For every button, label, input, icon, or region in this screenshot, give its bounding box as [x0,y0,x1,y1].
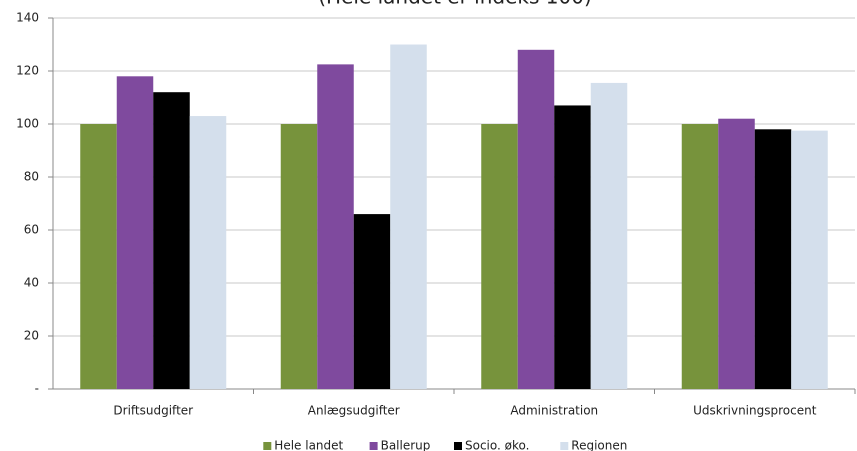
legend-swatch [263,442,272,450]
bar [189,116,227,390]
y-tick-label: 140 [16,11,39,25]
bar [718,118,755,389]
legend-label: Hele landet [274,439,343,451]
y-tick-label: - [35,382,39,396]
x-tick-label: Driftsudgifter [113,404,193,418]
bar [481,124,518,389]
y-tick-label: 60 [24,223,39,237]
legend-swatch [369,442,378,450]
bar [590,82,628,390]
bar [353,214,391,389]
x-tick-label: Udskrivningsprocent [693,404,817,418]
x-tick-label: Administration [510,404,598,418]
bar [554,105,591,389]
bar [390,44,427,389]
bar [754,129,792,390]
x-tick-label: Anlægsudgifter [308,404,400,418]
legend-swatch [454,442,462,450]
y-tick-label: 80 [24,170,39,184]
y-tick-label: 100 [16,117,39,131]
legend-label: Socio. øko. [465,439,529,451]
bar [791,130,828,389]
legend-swatch [560,442,569,450]
y-tick-label: 120 [16,64,39,78]
bar [153,92,190,389]
legend-label: Regionen [571,439,627,451]
bar [80,124,117,389]
bar [280,124,318,389]
bar [681,124,719,389]
bar [116,76,154,390]
y-tick-label: 40 [24,276,39,290]
bar [317,64,354,389]
y-tick-label: 20 [24,329,39,343]
chart-title: (Hele landet er indeks 100) [318,0,592,9]
bar [517,49,555,390]
legend-label: Ballerup [381,439,431,451]
